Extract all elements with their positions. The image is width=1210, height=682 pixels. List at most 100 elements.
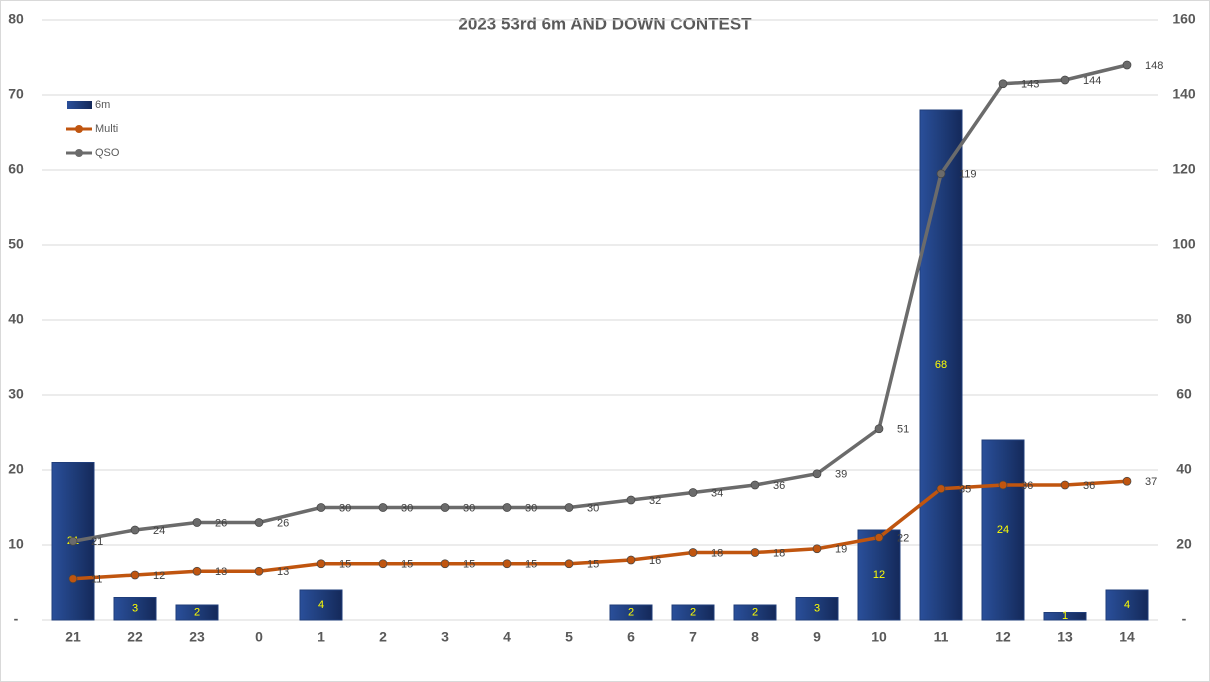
y-tick-label: 70 bbox=[8, 86, 24, 102]
x-tick-label: 2 bbox=[379, 629, 387, 645]
line-value-label: 39 bbox=[835, 469, 847, 481]
legend-label: 6m bbox=[95, 99, 110, 111]
bar bbox=[857, 529, 901, 621]
line-point bbox=[1060, 75, 1070, 85]
line-point bbox=[812, 469, 822, 479]
line-value-label: 13 bbox=[277, 566, 289, 578]
line-value-label: 119 bbox=[959, 169, 977, 181]
line bbox=[72, 63, 1128, 543]
line-point bbox=[130, 570, 140, 580]
y2-tick-label: 120 bbox=[1172, 161, 1196, 177]
line-value-label: 26 bbox=[215, 517, 227, 529]
line-point bbox=[626, 555, 636, 565]
x-tick-label: 9 bbox=[813, 629, 821, 645]
line-value-label: 143 bbox=[1021, 79, 1039, 91]
line-point bbox=[68, 574, 78, 584]
line-value-label: 26 bbox=[277, 517, 289, 529]
y2-tick-label: 20 bbox=[1176, 536, 1192, 552]
line-value-label: 15 bbox=[587, 559, 599, 571]
legend-swatch bbox=[75, 125, 83, 133]
bar bbox=[671, 604, 715, 621]
line-value-label: 30 bbox=[401, 502, 413, 514]
bar-value-label: 1 bbox=[1062, 610, 1068, 622]
y2-tick-label: 80 bbox=[1176, 311, 1192, 327]
line-value-label: 30 bbox=[463, 502, 475, 514]
bar-value-label: 3 bbox=[814, 603, 820, 615]
line-value-label: 35 bbox=[959, 484, 971, 496]
line-value-label: 19 bbox=[835, 544, 847, 556]
x-tick-label: 23 bbox=[189, 629, 205, 645]
line-value-label: 18 bbox=[711, 547, 723, 559]
line-point bbox=[998, 79, 1008, 89]
y-tick-label: 30 bbox=[8, 386, 24, 402]
line-value-label: 148 bbox=[1145, 60, 1163, 72]
line-point bbox=[936, 169, 946, 179]
line-point bbox=[998, 480, 1008, 490]
bar-value-label: 4 bbox=[1124, 599, 1130, 611]
y-tick-label: 50 bbox=[8, 236, 24, 252]
bar bbox=[113, 597, 157, 621]
bar bbox=[981, 439, 1025, 621]
x-tick-label: 12 bbox=[995, 629, 1011, 645]
y-tick-label: 60 bbox=[8, 161, 24, 177]
bar bbox=[299, 589, 343, 621]
x-tick-label: 21 bbox=[65, 629, 81, 645]
line-point bbox=[1122, 60, 1132, 70]
x-tick-label: 6 bbox=[627, 629, 635, 645]
bar bbox=[733, 604, 777, 621]
line-point bbox=[440, 559, 450, 569]
line-value-label: 18 bbox=[773, 547, 785, 559]
bar-value-label: 3 bbox=[132, 603, 138, 615]
x-tick-label: 3 bbox=[441, 629, 449, 645]
line-value-label: 51 bbox=[897, 424, 909, 436]
line-value-label: 30 bbox=[339, 502, 351, 514]
line-value-label: 15 bbox=[525, 559, 537, 571]
y2-tick-label: 100 bbox=[1172, 236, 1196, 252]
legend-label: QSO bbox=[95, 147, 120, 159]
line-point bbox=[1060, 480, 1070, 490]
line-point bbox=[688, 548, 698, 557]
y2-tick-label: 160 bbox=[1172, 11, 1196, 27]
line-point bbox=[564, 503, 574, 512]
legend-label: Multi bbox=[95, 123, 118, 135]
line-value-label: 36 bbox=[1083, 480, 1095, 492]
bar-value-label: 2 bbox=[628, 606, 634, 618]
chart-title: 2023 53rd 6m AND DOWN CONTEST bbox=[458, 14, 752, 33]
legend-swatch bbox=[75, 149, 83, 157]
x-tick-label: 13 bbox=[1057, 629, 1073, 645]
line-point bbox=[68, 536, 78, 546]
bar-value-label: 12 bbox=[873, 569, 885, 581]
bar-value-label: 68 bbox=[935, 359, 947, 371]
bar-value-label: 2 bbox=[690, 606, 696, 618]
line-point bbox=[626, 495, 636, 505]
line-value-label: 30 bbox=[525, 502, 537, 514]
y2-tick-label: 140 bbox=[1172, 86, 1196, 102]
line-point bbox=[936, 484, 946, 494]
bar bbox=[919, 109, 963, 621]
line-value-label: 36 bbox=[1021, 480, 1033, 492]
line-value-label: 24 bbox=[153, 525, 165, 537]
line-point bbox=[874, 424, 884, 434]
line-value-label: 13 bbox=[215, 566, 227, 578]
line-point bbox=[750, 548, 760, 557]
line-point bbox=[254, 518, 264, 527]
bar bbox=[1105, 589, 1149, 621]
line-point bbox=[440, 503, 450, 512]
x-tick-label: 22 bbox=[127, 629, 143, 645]
line-value-label: 37 bbox=[1145, 476, 1157, 488]
y-tick-label: 80 bbox=[8, 11, 24, 27]
line-value-label: 11 bbox=[91, 574, 102, 586]
line-value-label: 36 bbox=[773, 480, 785, 492]
y-tick-label: 10 bbox=[8, 536, 24, 552]
bar bbox=[609, 604, 653, 621]
line-point bbox=[378, 503, 388, 512]
bar bbox=[175, 604, 219, 621]
y2-tick-label: 40 bbox=[1176, 461, 1192, 477]
line-value-label: 22 bbox=[897, 532, 909, 544]
line-value-label: 12 bbox=[153, 570, 165, 582]
x-tick-label: 5 bbox=[565, 629, 573, 645]
line-point bbox=[192, 566, 202, 576]
bar bbox=[1043, 612, 1087, 621]
